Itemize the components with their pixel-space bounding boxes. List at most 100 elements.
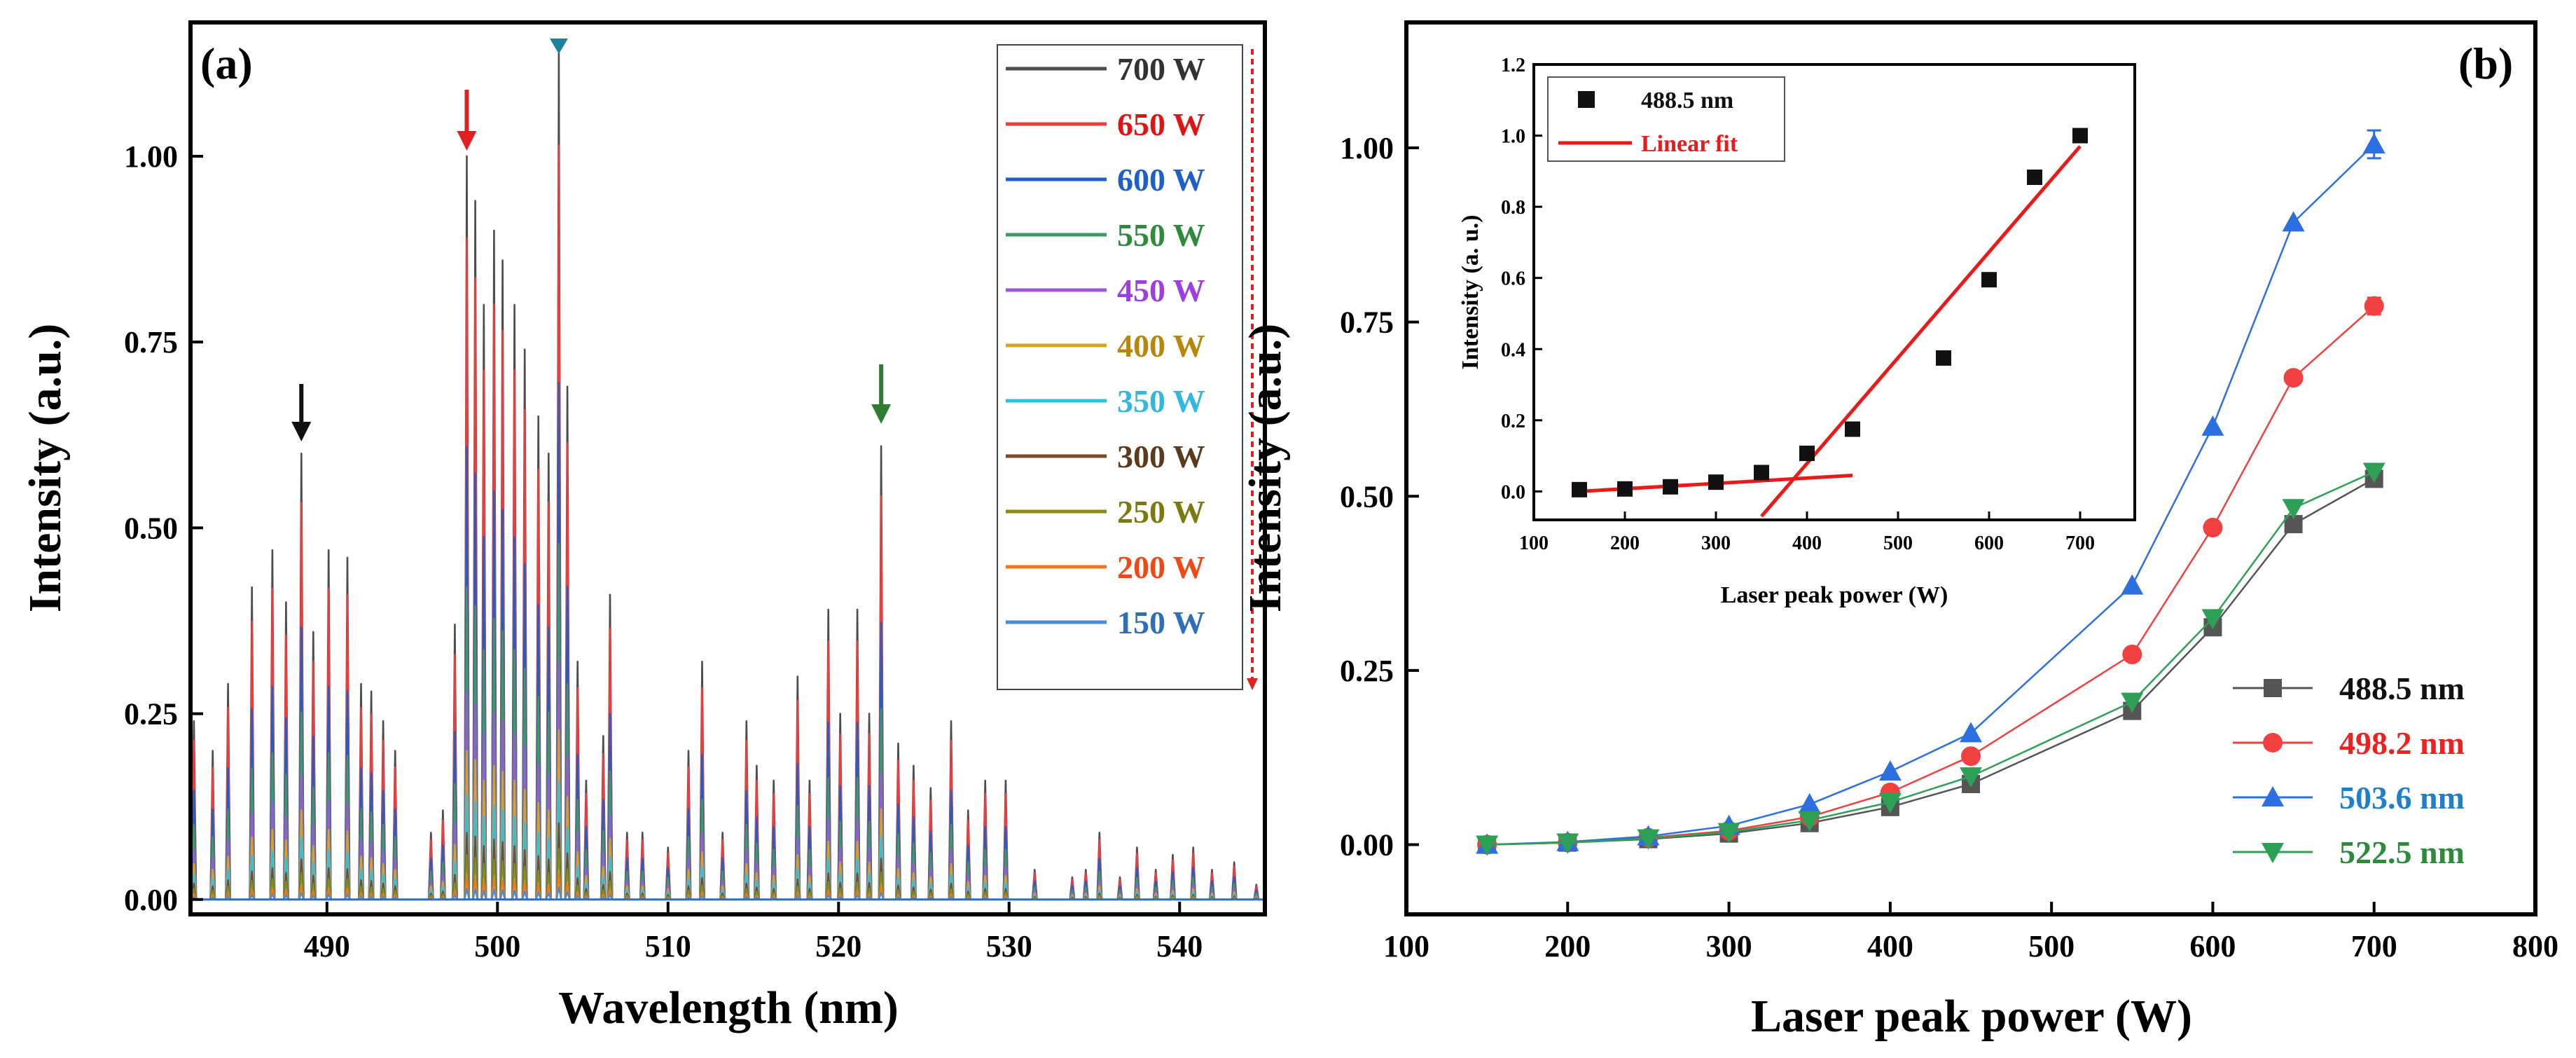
inset-data-point: [1663, 479, 1678, 495]
data-point-4982nm: [1961, 746, 1981, 767]
inset-data-point: [1936, 350, 1951, 366]
legend-a-label: 650 W: [1117, 107, 1205, 142]
legend-b-marker: [2263, 733, 2283, 753]
legend-a: 700 W 650 W 600 W 550 W 450 W 400 W 350 W 300 W…: [997, 44, 1258, 690]
legend-a-label: 600 W: [1117, 162, 1205, 198]
inset-y-tick-label: 0.4: [1501, 339, 1525, 361]
x-tick-label-a: 540: [1156, 929, 1203, 963]
data-point-4982nm: [2364, 296, 2384, 316]
inset-legend-square-marker: [1578, 91, 1595, 108]
spectra-lines: [191, 51, 1265, 901]
inset-x-ticks: 100 200 300 400 500 600 700: [1519, 511, 2095, 554]
legend-a-label: 700 W: [1117, 51, 1205, 87]
data-point-5225nm: [1717, 823, 1740, 844]
y-axis-title-b: Intensity (a.u.): [1240, 324, 1291, 613]
inset-x-tick-label: 700: [2065, 533, 2095, 554]
x-tick-label-b: 400: [1867, 929, 1913, 963]
panel-b: 0.00 0.25 0.50 0.75 1.00 100 200 300 400 500 600 7…: [1240, 20, 2558, 1042]
spectrum-250w: [191, 848, 1265, 900]
inset-x-title: Laser peak power (W): [1721, 582, 1948, 608]
inset-y-tick-label: 0.6: [1501, 268, 1525, 290]
y-tick-label-b: 1.00: [1340, 131, 1394, 165]
panel-a: 0.000.250.500.751.00 490 500 510 520 530 540 …: [20, 20, 1267, 1033]
legend-a-label: 550 W: [1117, 217, 1205, 253]
legend-b-label: 522.5 nm: [2339, 834, 2465, 870]
inset-data-point: [1799, 446, 1815, 462]
data-point-5036nm: [2362, 133, 2385, 154]
legend-b-label: 498.2 nm: [2339, 725, 2465, 761]
y-tick-label-b: 0.25: [1340, 654, 1394, 688]
data-point-5036nm: [2201, 415, 2224, 436]
legend-b: 488.5 nm 498.2 nm 503.6 nm 522.5 nm: [2233, 671, 2465, 870]
panel-a-frame: [188, 20, 1267, 916]
data-point-4982nm: [2122, 645, 2142, 665]
inset-y-tick-label: 1.0: [1501, 126, 1525, 148]
inset-y-tick-label: 0.8: [1501, 197, 1525, 219]
y-tick-label-a: 0.00: [124, 883, 178, 917]
peak-arrows: [291, 39, 892, 441]
legend-a-label: 300 W: [1117, 439, 1205, 474]
y-tick-label-a: 0.50: [124, 511, 178, 545]
inset-data-point: [2027, 169, 2042, 185]
inset-y-tick-label: 0.2: [1501, 411, 1525, 432]
legend-a-label: 350 W: [1117, 383, 1205, 419]
y-ticks-a: 0.00 0.25 0.50 0.75 1.00: [124, 139, 203, 917]
inset-data-point: [1754, 465, 1769, 481]
data-point-5036nm: [1798, 792, 1821, 813]
inset-data-point: [1708, 474, 1724, 490]
data-point-5225nm: [2121, 692, 2144, 713]
inset-data-point: [1981, 272, 1997, 288]
series-lines-b: [1476, 129, 2385, 856]
spectrum-150w: [191, 886, 1265, 900]
x-tick-label-b: 300: [1706, 929, 1752, 963]
inset-x-tick-label: 100: [1519, 533, 1549, 554]
inset-legend-points-label: 488.5 nm: [1641, 88, 1733, 114]
spectrum-400w: [191, 729, 1265, 900]
data-point-4982nm: [2283, 368, 2304, 388]
data-point-5225nm: [1960, 767, 1982, 788]
x-tick-label-a: 510: [645, 929, 691, 963]
x-tick-label-b: 600: [2189, 929, 2236, 963]
data-point-5036nm: [1960, 722, 1982, 743]
spectrum-300w: [191, 822, 1265, 900]
inset-data-point: [2072, 128, 2088, 144]
inset-y-tick-label: 0.0: [1501, 481, 1525, 503]
x-tick-label-b: 700: [2351, 929, 2397, 963]
legend-b-marker: [2264, 679, 2282, 697]
data-point-4982nm: [2203, 518, 2223, 538]
inset-x-tick-label: 200: [1610, 533, 1640, 554]
x-tick-label-b: 200: [1544, 929, 1591, 963]
x-tick-label-a: 520: [815, 929, 861, 963]
spectrum-350w: [191, 780, 1265, 900]
spectrum-450w: [191, 661, 1265, 900]
x-ticks-a: 490 500 510 520 530 540: [304, 902, 1203, 963]
x-tick-label-a: 500: [474, 929, 520, 963]
inset-y-tick-label: 1.2: [1501, 55, 1525, 76]
x-tick-label-b: 500: [2028, 929, 2075, 963]
legend-a-label: 250 W: [1117, 494, 1205, 530]
inset-legend: 488.5 nm Linear fit: [1547, 76, 1785, 162]
data-point-5225nm: [2282, 499, 2305, 520]
inset-y-title: Intensity (a. u.): [1457, 214, 1483, 369]
legend-a-box: [997, 44, 1243, 690]
peak-arrow-head: [871, 404, 892, 424]
x-tick-label-b: 800: [2512, 929, 2558, 963]
data-point-5225nm: [1878, 792, 1902, 813]
inset-x-tick-label: 400: [1792, 533, 1822, 554]
data-point-5036nm: [1878, 760, 1902, 781]
legend-a-label: 200 W: [1117, 549, 1205, 585]
y-tick-label-b: 0.75: [1340, 305, 1394, 340]
panel-a-label: (a): [200, 39, 253, 88]
inset-data-point: [1617, 481, 1633, 497]
series-line-5225nm: [1487, 471, 2375, 846]
x-tick-label-b: 100: [1383, 929, 1429, 963]
legend-b-marker: [2262, 843, 2284, 863]
peak-arrow-head: [549, 39, 568, 54]
inset-x-tick-label: 300: [1701, 533, 1731, 554]
inset-plot: 0.0 0.2 0.4 0.6 0.8 1.0 1.2 100 200 300 400 500 600…: [1457, 55, 2136, 608]
data-point-5225nm: [1798, 811, 1821, 832]
data-point-5225nm: [1637, 829, 1660, 850]
legend-b-label: 503.6 nm: [2339, 780, 2465, 816]
panel-b-label: (b): [2458, 39, 2513, 88]
inset-points: [1572, 128, 2088, 497]
